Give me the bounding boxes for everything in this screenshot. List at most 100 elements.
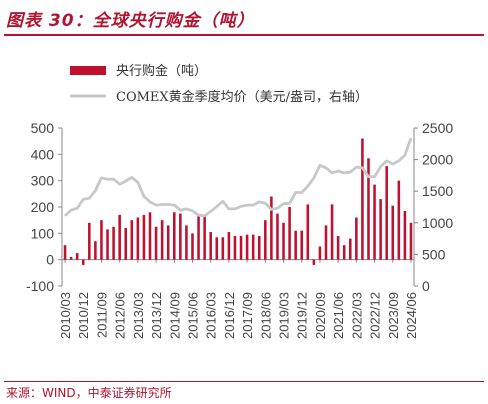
x-axis-tick-label: 2021/06	[331, 292, 346, 339]
bar-gold-purchase	[75, 253, 79, 260]
bar-gold-purchase	[88, 222, 91, 260]
bar-gold-purchase	[251, 234, 255, 260]
bar-gold-purchase	[245, 234, 249, 260]
bar-gold-purchase	[215, 237, 219, 260]
bar-gold-purchase	[112, 226, 115, 260]
bar-gold-purchase	[367, 158, 370, 260]
bar-gold-purchase	[300, 230, 303, 260]
x-axis-tick-label: 2015/06	[185, 292, 200, 339]
left-axis-tick-label: 500	[31, 120, 55, 136]
bar-gold-purchase	[233, 235, 237, 260]
x-axis-tick-label: 2013/03	[131, 292, 146, 339]
x-axis-tick-label: 2010/03	[58, 292, 73, 339]
bar-gold-purchase	[191, 233, 194, 260]
bar-gold-purchase	[124, 228, 127, 260]
right-axis-tick-label: 2500	[422, 120, 453, 136]
x-axis-tick-label: 2014/09	[167, 292, 182, 339]
bar-gold-purchase	[355, 217, 358, 260]
chart-title: 图表 30：全球央行购金（吨）	[6, 11, 255, 31]
bar-gold-purchase	[361, 138, 364, 260]
bar-gold-purchase	[330, 204, 334, 260]
bar-gold-purchase	[100, 220, 103, 260]
bar-gold-purchase	[403, 210, 407, 260]
source-divider	[4, 381, 484, 382]
bar-gold-purchase	[166, 225, 170, 260]
x-axis-tick-label: 2019/03	[277, 292, 292, 339]
left-axis-tick-label: 0	[46, 252, 54, 268]
bar-gold-purchase	[81, 259, 85, 265]
x-axis-tick-label: 2012/06	[113, 292, 128, 339]
right-axis-tick-label: 2000	[422, 152, 453, 168]
right-axis-tick-label: 500	[422, 246, 446, 262]
right-axis-tick-label: 1500	[422, 183, 453, 199]
left-axis-tick-label: 400	[31, 146, 55, 162]
bar-gold-purchase	[349, 238, 352, 260]
bar-gold-purchase	[160, 220, 164, 260]
right-axis-tick-label: 0	[422, 278, 430, 294]
x-axis-tick-label: 2023/09	[386, 292, 401, 339]
x-axis-tick-label: 2020/09	[313, 292, 328, 339]
x-axis-tick-label: 2017/09	[240, 292, 255, 339]
bar-gold-purchase	[221, 237, 225, 260]
title-divider	[4, 34, 484, 36]
bar-gold-purchase	[118, 214, 121, 260]
bar-gold-purchase	[379, 199, 382, 260]
x-axis-tick-label: 2010/12	[76, 292, 91, 339]
legend-label-line: COMEX黄金季度均价（美元/盎司，右轴）	[116, 89, 368, 105]
bar-gold-purchase	[397, 180, 401, 260]
bar-gold-purchase	[203, 216, 206, 260]
bar-gold-purchase	[239, 235, 243, 260]
bar-gold-purchase	[185, 225, 188, 260]
bar-gold-purchase	[306, 204, 310, 260]
bar-gold-purchase	[336, 235, 340, 260]
bar-gold-purchase	[276, 213, 279, 260]
x-axis-tick-label: 2018/06	[258, 292, 273, 339]
bar-gold-purchase	[154, 226, 158, 260]
left-axis-tick-label: 300	[31, 173, 55, 189]
right-axis-tick-label: 1000	[422, 215, 453, 231]
source-note: 来源：WIND，中泰证券研究所	[6, 386, 172, 400]
x-axis-tick-label: 2011/09	[94, 292, 109, 338]
x-axis-tick-label: 2016/12	[222, 292, 237, 339]
bar-gold-purchase	[270, 196, 273, 260]
legend-swatch-bars	[70, 66, 106, 75]
x-axis-tick-label: 2022/03	[349, 292, 364, 339]
left-axis-tick-label: 100	[31, 225, 55, 241]
bar-gold-purchase	[197, 216, 200, 260]
legend-label-bars: 央行购金（吨）	[116, 63, 207, 79]
bar-gold-purchase	[69, 257, 73, 260]
series-line-comex-price	[64, 137, 413, 218]
bar-gold-purchase	[136, 217, 140, 260]
bar-gold-purchase	[288, 207, 291, 260]
bar-gold-purchase	[179, 213, 182, 260]
left-axis-tick-label: -100	[26, 278, 54, 294]
x-axis-tick-label: 2019/12	[295, 292, 310, 339]
bar-gold-purchase	[257, 235, 261, 260]
bar-gold-purchase	[409, 222, 413, 260]
x-axis-tick-label: 2024/06	[404, 292, 419, 339]
x-axis-tick-label: 2016/03	[204, 292, 219, 339]
left-axis-tick-label: 200	[31, 199, 55, 215]
bar-gold-purchase	[318, 246, 322, 260]
bar-gold-purchase	[282, 222, 285, 260]
x-axis-tick-label: 2013/12	[149, 292, 164, 339]
bar-gold-purchase	[264, 220, 267, 260]
bar-gold-purchase	[324, 225, 328, 260]
bar-gold-purchase	[63, 245, 67, 260]
bar-gold-purchase	[294, 230, 297, 260]
bar-gold-purchase	[106, 229, 109, 260]
chart: 央行购金（吨） COMEX黄金季度均价（美元/盎司，右轴） -100 0 100 200 3…	[26, 63, 453, 339]
bar-gold-purchase	[227, 232, 231, 260]
bar-gold-purchase	[209, 232, 212, 260]
bar-gold-purchase	[385, 166, 388, 260]
bar-gold-purchase	[342, 245, 346, 260]
bar-gold-purchase	[173, 212, 176, 260]
bar-gold-purchase	[94, 241, 97, 260]
bar-gold-purchase	[391, 205, 395, 260]
bar-gold-purchase	[142, 214, 146, 260]
x-axis-tick-label: 2022/12	[368, 292, 383, 339]
bar-gold-purchase	[148, 212, 152, 260]
bar-gold-purchase	[312, 259, 316, 265]
bar-gold-purchase	[130, 220, 134, 260]
bar-gold-purchase	[373, 184, 376, 260]
